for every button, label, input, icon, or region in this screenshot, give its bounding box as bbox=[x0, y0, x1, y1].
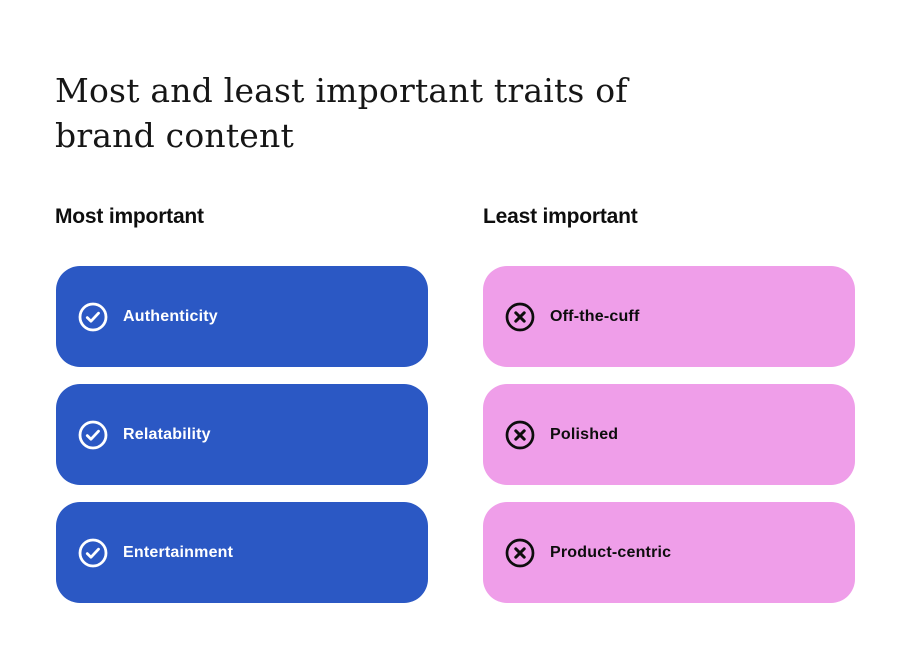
trait-label: Product-centric bbox=[550, 543, 672, 561]
check-circle-icon bbox=[78, 538, 108, 567]
x-circle-icon bbox=[505, 538, 535, 567]
trait-card: Authenticity bbox=[56, 266, 428, 367]
trait-label: Polished bbox=[550, 425, 619, 443]
trait-card: Polished bbox=[483, 384, 855, 485]
check-circle-icon bbox=[78, 302, 108, 331]
column-heading-least: Least important bbox=[483, 205, 638, 228]
trait-label: Entertainment bbox=[123, 543, 234, 561]
x-circle-icon bbox=[505, 302, 535, 331]
trait-card: Entertainment bbox=[56, 502, 428, 603]
trait-card: Relatability bbox=[56, 384, 428, 485]
page-title: Most and least important traits of brand… bbox=[55, 68, 628, 158]
x-circle-icon bbox=[505, 420, 535, 449]
least-important-column: Off-the-cuff Polished Product-centric bbox=[483, 266, 855, 603]
trait-card: Off-the-cuff bbox=[483, 266, 855, 367]
trait-label: Authenticity bbox=[123, 307, 218, 325]
check-circle-icon bbox=[78, 420, 108, 449]
trait-label: Off-the-cuff bbox=[550, 307, 640, 325]
most-important-column: Authenticity Relatability Entertainment bbox=[56, 266, 428, 603]
trait-card: Product-centric bbox=[483, 502, 855, 603]
trait-label: Relatability bbox=[123, 425, 211, 443]
page-title-line: brand content bbox=[55, 116, 294, 155]
column-heading-most: Most important bbox=[55, 205, 204, 228]
page-title-line: Most and least important traits of bbox=[55, 71, 628, 110]
